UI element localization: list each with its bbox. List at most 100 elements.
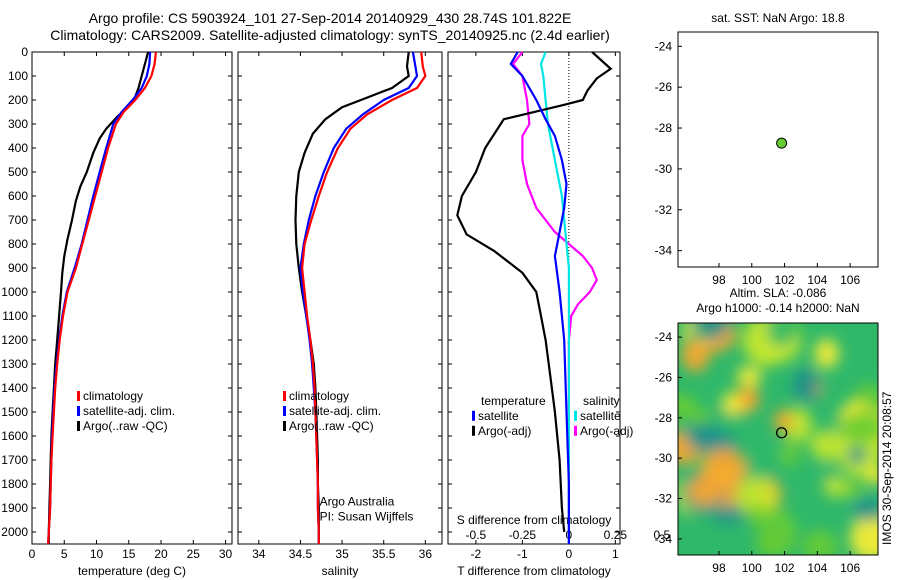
x-tick-label: 0 bbox=[566, 547, 573, 561]
heatmap-cell bbox=[681, 339, 710, 373]
x2-tick-label: -0.25 bbox=[509, 528, 537, 542]
y-tick-label: 1900 bbox=[1, 501, 28, 515]
heatmap-cell bbox=[687, 408, 711, 426]
legend-swatch bbox=[574, 410, 577, 421]
y-tick-label: 800 bbox=[8, 237, 28, 251]
y-tick-label: 1800 bbox=[1, 477, 28, 491]
y-tick-label: 1600 bbox=[1, 429, 28, 443]
legend-swatch bbox=[283, 391, 286, 401]
y-tick-label: -32 bbox=[655, 492, 673, 506]
x-tick-label: 102 bbox=[775, 561, 795, 575]
title-line-2: Climatology: CARS2009. Satellite-adjuste… bbox=[50, 27, 610, 43]
position-map-panel: 98 100 102 104 106 -24 -26 -28 -30 -32 -34 sat. SST… bbox=[655, 11, 879, 287]
heatmap-cell bbox=[841, 410, 878, 444]
y-tick-label: 1100 bbox=[2, 309, 28, 323]
difference-panel: -2 -1 0 1T difference from climatology S dif… bbox=[447, 51, 671, 578]
x-tick-label: 104 bbox=[807, 561, 827, 575]
panel-annotation: Argo Australia bbox=[320, 495, 395, 509]
y-tick-label: -30 bbox=[655, 162, 673, 176]
y-tick-label: 100 bbox=[8, 69, 28, 83]
y-tick-label: -24 bbox=[655, 39, 673, 53]
legend-label: climatology bbox=[83, 389, 143, 403]
temperature-axes-box bbox=[31, 51, 233, 545]
y-tick-label: 2000 bbox=[1, 525, 28, 539]
y-tick-label: -26 bbox=[655, 80, 673, 94]
heatmap-cell bbox=[735, 477, 777, 517]
x-axis-label: salinity bbox=[322, 564, 359, 578]
legend-label: Argo(..raw -QC) bbox=[289, 419, 374, 433]
legend-swatch bbox=[77, 421, 80, 431]
x-tick-label: 98 bbox=[712, 273, 726, 287]
heatmap-cell bbox=[713, 507, 735, 524]
x-tick-label: -1 bbox=[517, 547, 528, 561]
y-tick-label: 900 bbox=[8, 261, 28, 275]
legend-swatch bbox=[77, 406, 80, 416]
y-tick-label: 1500 bbox=[1, 405, 28, 419]
x2-tick-label: 0.25 bbox=[604, 528, 628, 542]
temperature-series-climatology bbox=[47, 51, 157, 545]
title-line-1: Argo profile: CS 5903924_101 27-Sep-2014… bbox=[88, 10, 572, 26]
x-tick-label: 0 bbox=[29, 547, 36, 561]
map-background bbox=[678, 32, 878, 267]
y-tick-label: 600 bbox=[8, 189, 28, 203]
x-tick-label: 35 bbox=[335, 547, 349, 561]
heatmap-cell bbox=[736, 366, 762, 387]
heatmap-cell bbox=[810, 430, 844, 461]
legend-swatch bbox=[77, 391, 80, 401]
heatmap-cell bbox=[847, 445, 867, 465]
y-tick-label: 1400 bbox=[1, 381, 28, 395]
x-tick-label: 20 bbox=[154, 547, 168, 561]
x-tick-label: 25 bbox=[187, 547, 201, 561]
legend-title-salinity: salinity bbox=[583, 394, 620, 408]
legend-swatch bbox=[472, 410, 475, 421]
x2-axis-label: S difference from climatology bbox=[457, 513, 612, 527]
y-tick-label: 0 bbox=[21, 45, 28, 59]
heatmap-cell bbox=[802, 530, 838, 555]
position-map-title: sat. SST: NaN Argo: 18.8 bbox=[711, 11, 845, 25]
x-tick-label: 5 bbox=[61, 547, 68, 561]
heatmap-cell bbox=[845, 481, 864, 500]
heatmap-cell bbox=[823, 477, 849, 497]
y-tick-label: -30 bbox=[655, 451, 673, 465]
x-tick-label: 106 bbox=[840, 273, 860, 287]
y-tick-label: 700 bbox=[8, 213, 28, 227]
altimetry-map-panel: 98 100 102 104 106 -24 -26 -28 -30 -32 -34 Altim. S… bbox=[655, 286, 879, 575]
difference-series-argoadj-salinity bbox=[511, 51, 599, 544]
legend-label: satellite bbox=[478, 409, 519, 423]
heatmap-cell bbox=[792, 368, 820, 403]
x-tick-label: 34.5 bbox=[289, 547, 313, 561]
legend-title-temperature: temperature bbox=[481, 394, 546, 408]
y-tick-label: -28 bbox=[655, 411, 673, 425]
x-axis-label: temperature (deg C) bbox=[78, 564, 186, 578]
difference-series-satellite-temperature bbox=[509, 51, 571, 544]
heatmap-cell bbox=[773, 409, 794, 432]
legend-label: Argo(-adj) bbox=[478, 424, 531, 438]
y-tick-label: -34 bbox=[655, 244, 673, 258]
altimetry-title-line-1: Altim. SLA: -0.086 bbox=[730, 286, 827, 300]
heatmap-cell bbox=[687, 475, 723, 507]
x-tick-label: 104 bbox=[807, 273, 827, 287]
x-tick-label: 34 bbox=[252, 547, 266, 561]
legend-swatch bbox=[283, 421, 286, 431]
y-tick-label: 1300 bbox=[1, 357, 28, 371]
difference-series-argoadj-temperature bbox=[456, 51, 613, 533]
x-tick-label: 15 bbox=[122, 547, 136, 561]
y-tick-label: -24 bbox=[655, 330, 673, 344]
y-tick-label: 200 bbox=[8, 93, 28, 107]
x2-tick-label: 0.5 bbox=[653, 528, 670, 542]
heatmap-cell bbox=[779, 442, 800, 467]
y-tick-label: -28 bbox=[655, 121, 673, 135]
map-axes-box bbox=[677, 31, 879, 268]
legend-swatch bbox=[283, 406, 286, 416]
y-tick-label: 1200 bbox=[1, 333, 28, 347]
salinity-series-climatology bbox=[300, 51, 427, 544]
timestamp-text: IMOS 30-Sep-2014 20:08:57 bbox=[880, 391, 894, 545]
x-tick-label: 35.5 bbox=[372, 547, 396, 561]
altimetry-title-line-2: Argo h1000: -0.14 h2000: NaN bbox=[696, 301, 859, 315]
x-tick-label: 10 bbox=[90, 547, 104, 561]
legend-label: satellite bbox=[580, 409, 621, 423]
legend-label: Argo(-adj) bbox=[580, 424, 633, 438]
heatmap-cell bbox=[766, 323, 796, 347]
legend-swatch bbox=[472, 425, 475, 436]
